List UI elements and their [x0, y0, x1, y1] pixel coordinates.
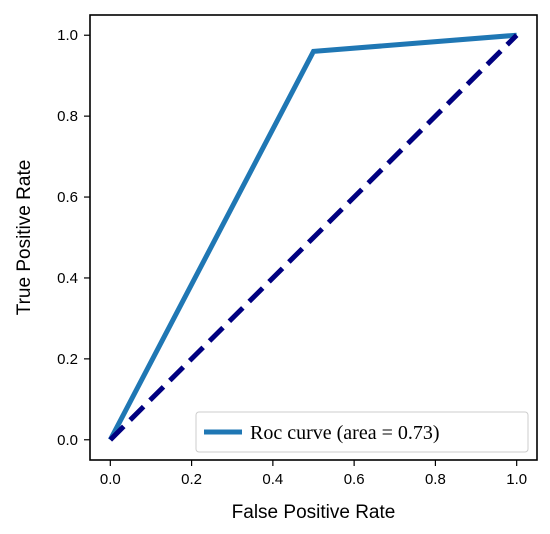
x-tick-label: 0.0 [100, 471, 121, 488]
y-tick-label: 0.8 [57, 108, 78, 125]
axis-ticks: 0.0 0.2 0.4 0.6 0.8 1.0 0.0 0.2 0.4 0.6 0.8 1.0 [57, 27, 527, 488]
plot-area [108, 32, 519, 442]
x-tick-label: 0.6 [344, 471, 365, 488]
legend-box [195, 411, 529, 453]
x-tick-label: 0.4 [262, 471, 283, 488]
y-tick-label: 0.0 [57, 432, 78, 449]
legend-label-roc-curve: Roc curve (area = 0.73) [250, 422, 440, 444]
y-tick-label: 0.2 [57, 351, 78, 368]
y-tick-label: 1.0 [57, 27, 78, 44]
diagonal-reference-line [108, 33, 519, 442]
y-tick-label: 0.6 [57, 189, 78, 206]
x-tick-label: 0.8 [425, 471, 446, 488]
x-tick-label: 0.2 [181, 471, 202, 488]
x-axis-title: False Positive Rate [232, 502, 396, 523]
y-tick-label: 0.4 [57, 270, 78, 287]
x-tick-label: 1.0 [506, 471, 527, 488]
axes-frame [89, 14, 538, 461]
y-axis-title: True Positive Rate [14, 160, 35, 316]
legend: Roc curve (area = 0.73) [195, 411, 529, 453]
